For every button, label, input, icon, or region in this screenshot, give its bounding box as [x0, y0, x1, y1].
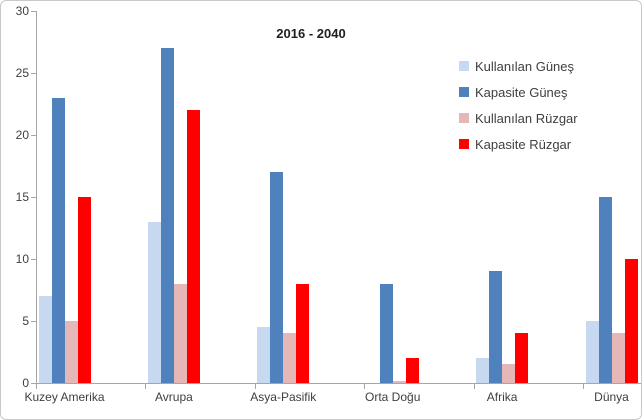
bar	[186, 110, 200, 383]
bar	[147, 221, 161, 383]
bar	[476, 358, 490, 383]
y-tick	[31, 259, 36, 260]
y-tick-label: 25	[15, 66, 29, 80]
bar	[585, 321, 599, 383]
y-tick-label: 20	[15, 128, 29, 142]
bar	[64, 321, 78, 383]
y-tick	[31, 383, 36, 384]
bar	[515, 333, 529, 383]
x-tick	[364, 384, 366, 389]
bar	[38, 296, 52, 383]
legend-label: Kullanılan Güneş	[475, 58, 575, 74]
y-tick-label: 10	[15, 252, 29, 266]
x-category-label: Avrupa	[154, 390, 193, 404]
y-tick	[31, 197, 36, 198]
x-category-label: Afrika	[486, 390, 518, 404]
bar	[598, 197, 612, 383]
bar	[624, 259, 638, 383]
x-category-label: Kuzey Amerika	[24, 390, 105, 404]
bar	[51, 97, 65, 383]
bar	[489, 271, 503, 383]
bar	[283, 333, 297, 383]
y-tick-label: 5	[22, 314, 29, 328]
x-axis-line	[36, 383, 641, 384]
legend-item: Kapasite Güneş	[459, 79, 578, 105]
legend-label: Kullanılan Rüzgar	[475, 110, 578, 126]
x-category-label: Dünya	[594, 390, 629, 404]
legend-swatch	[459, 113, 469, 123]
y-tick	[31, 11, 36, 12]
bar	[296, 283, 310, 383]
legend-item: Kullanılan Rüzgar	[459, 105, 578, 131]
legend-swatch	[459, 87, 469, 97]
y-axis-line	[36, 11, 37, 384]
bar	[611, 333, 625, 383]
bar	[379, 283, 393, 383]
x-tick	[36, 384, 37, 389]
legend-item: Kapasite Rüzgar	[459, 131, 578, 157]
chart-title: 2016 - 2040	[276, 26, 346, 41]
bar	[405, 358, 419, 383]
legend: Kullanılan Güneş Kapasite Güneş Kullanılan…	[459, 53, 578, 157]
x-tick	[473, 384, 475, 389]
y-tick-label: 30	[15, 4, 29, 18]
legend-swatch	[459, 139, 469, 149]
y-tick-label: 0	[22, 376, 29, 390]
bar	[173, 283, 187, 383]
bar	[392, 380, 406, 383]
x-category-label: Asya-Pasifik	[250, 390, 317, 404]
y-tick	[31, 135, 36, 136]
y-tick	[31, 321, 36, 322]
legend-label: Kapasite Rüzgar	[475, 136, 572, 152]
legend-label: Kapasite Güneş	[475, 84, 568, 100]
x-tick	[145, 384, 147, 389]
y-tick-label: 15	[15, 190, 29, 204]
legend-item: Kullanılan Güneş	[459, 53, 578, 79]
x-tick	[254, 384, 256, 389]
bar	[270, 172, 284, 383]
bar	[160, 48, 174, 383]
legend-swatch	[459, 61, 469, 71]
x-tick	[583, 384, 584, 389]
x-category-label: Orta Doğu	[365, 390, 421, 404]
y-tick	[31, 73, 36, 74]
bar	[502, 364, 516, 383]
bar	[77, 197, 91, 383]
bar	[257, 327, 271, 383]
